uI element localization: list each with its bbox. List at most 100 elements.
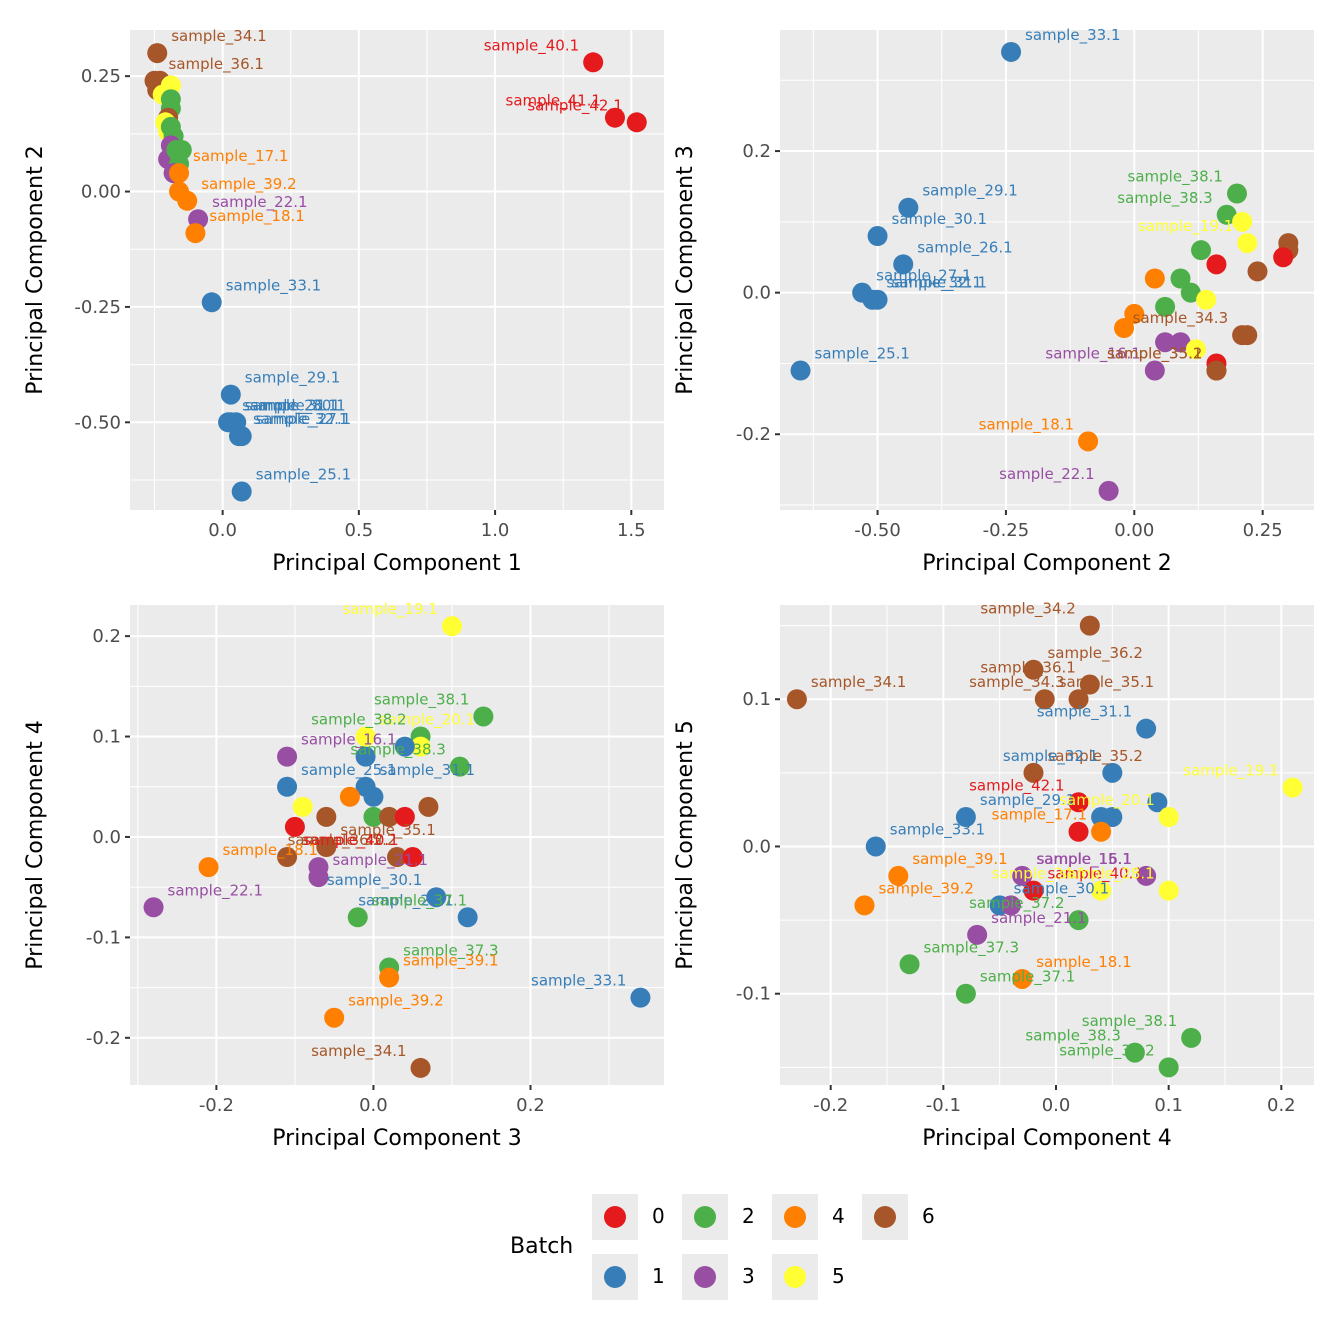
- data-point: [1102, 807, 1123, 828]
- data-point: [786, 689, 807, 710]
- data-point: [143, 897, 164, 918]
- legend-label: 2: [742, 1204, 755, 1228]
- point-label: sample_18.1: [223, 841, 318, 860]
- data-point: [1068, 689, 1089, 710]
- x-tick-label: 0.2: [516, 1095, 545, 1116]
- point-label: sample_36.2: [1047, 644, 1142, 663]
- point-label: sample_39.1: [403, 952, 498, 971]
- data-point: [185, 223, 206, 244]
- x-tick-label: -0.2: [199, 1095, 234, 1116]
- data-point: [1282, 777, 1303, 798]
- data-point: [379, 806, 400, 827]
- point-label: sample_34.3: [1133, 309, 1228, 328]
- data-point: [888, 865, 909, 886]
- point-label: sample_38.1: [374, 690, 469, 709]
- point-label: sample_37.2: [969, 894, 1064, 913]
- x-axis-title: Principal Component 4: [922, 1126, 1171, 1151]
- data-point: [1098, 480, 1119, 501]
- data-point: [355, 746, 376, 767]
- data-point: [1232, 211, 1253, 232]
- data-point: [1206, 254, 1227, 275]
- legend-key-batch-5: [772, 1254, 818, 1300]
- point-label: sample_37.1: [372, 891, 467, 910]
- point-label: sample_20.1: [380, 711, 475, 730]
- y-tick-label: -0.2: [736, 424, 771, 445]
- legend-key-batch-0: [592, 1194, 638, 1240]
- point-label: sample_32.1: [253, 410, 348, 429]
- point-label: sample_38.3: [1025, 1027, 1120, 1046]
- point-label: sample_35.2: [301, 831, 396, 850]
- point-label: sample_21.1: [332, 851, 427, 870]
- point-label: sample_38.1: [1082, 1012, 1177, 1031]
- point-label: sample_37.3: [924, 938, 1019, 957]
- data-point: [1155, 296, 1176, 317]
- data-point: [1114, 318, 1135, 339]
- data-point: [1068, 910, 1089, 931]
- x-tick-label: 0.0: [1042, 1095, 1071, 1116]
- y-tick-label: -0.1: [86, 927, 121, 948]
- data-point: [1144, 268, 1165, 289]
- point-label: sample_25.1: [301, 761, 396, 780]
- data-point: [867, 226, 888, 247]
- data-point: [604, 107, 625, 128]
- data-point: [626, 112, 647, 133]
- y-axis-title: Principal Component 3: [673, 145, 698, 394]
- data-point: [1226, 183, 1247, 204]
- point-label: sample_29.1: [245, 369, 340, 388]
- data-point: [1191, 240, 1212, 261]
- legend-label: 1: [652, 1264, 665, 1288]
- point-label: sample_32.1: [886, 274, 981, 293]
- data-point: [316, 806, 337, 827]
- point-label: sample_20.1: [1059, 791, 1154, 810]
- x-tick-label: -0.25: [983, 520, 1030, 541]
- data-point: [1170, 268, 1191, 289]
- data-point: [457, 907, 478, 928]
- data-point: [1196, 289, 1217, 310]
- data-point: [1216, 204, 1237, 225]
- data-point: [1237, 233, 1258, 254]
- x-axis-title: Principal Component 3: [272, 1126, 521, 1151]
- point-label: sample_21.1: [991, 909, 1086, 928]
- panel-pc3-vs-pc4: -0.2 0.0 0.2 0.2 0.1 0.0 -0.1 -0.2 Principal Com…: [23, 600, 664, 1151]
- point-label: sample_33.1: [890, 820, 985, 839]
- legend-key-batch-2: [682, 1194, 728, 1240]
- point-label: sample_34.2: [980, 600, 1075, 619]
- point-label: sample_39.2: [201, 175, 296, 194]
- y-tick-label: 0.0: [742, 836, 771, 857]
- legend-label: 6: [922, 1204, 935, 1228]
- legend-swatch: [694, 1206, 716, 1228]
- data-point: [1170, 332, 1191, 353]
- point-label: sample_27.1: [256, 410, 351, 429]
- plot-background: [780, 30, 1314, 510]
- data-point: [1124, 303, 1145, 324]
- point-label: sample_19.1: [1183, 762, 1278, 781]
- data-point: [1158, 880, 1179, 901]
- point-label: sample_42.1: [969, 776, 1064, 795]
- point-label: sample_24.1: [992, 865, 1087, 884]
- point-label: sample_34.3: [969, 673, 1064, 692]
- data-point: [277, 776, 298, 797]
- point-label: sample_36.1: [980, 659, 1075, 678]
- data-point: [1180, 282, 1201, 303]
- data-point: [1124, 1042, 1145, 1063]
- data-point: [1068, 792, 1089, 813]
- point-label: sample_19.1: [343, 600, 438, 619]
- point-label: sample_16.1: [1037, 850, 1132, 869]
- data-point: [277, 847, 298, 868]
- data-point: [316, 837, 337, 858]
- point-label: sample_18.1: [209, 207, 304, 226]
- point-label: sample_31.1: [380, 761, 475, 780]
- data-point: [967, 924, 988, 945]
- data-point: [1023, 880, 1044, 901]
- data-point: [198, 857, 219, 878]
- point-label: sample_16.1: [1045, 345, 1140, 364]
- point-label: sample_18.1: [1036, 953, 1131, 972]
- point-label: sample_30.1: [892, 210, 987, 229]
- data-point: [410, 736, 431, 757]
- x-tick-label: 0.0: [208, 520, 237, 541]
- data-point: [355, 726, 376, 747]
- legend-swatch: [604, 1266, 626, 1288]
- point-label: sample_30.1: [250, 396, 345, 415]
- point-label: sample_25.1: [256, 466, 351, 485]
